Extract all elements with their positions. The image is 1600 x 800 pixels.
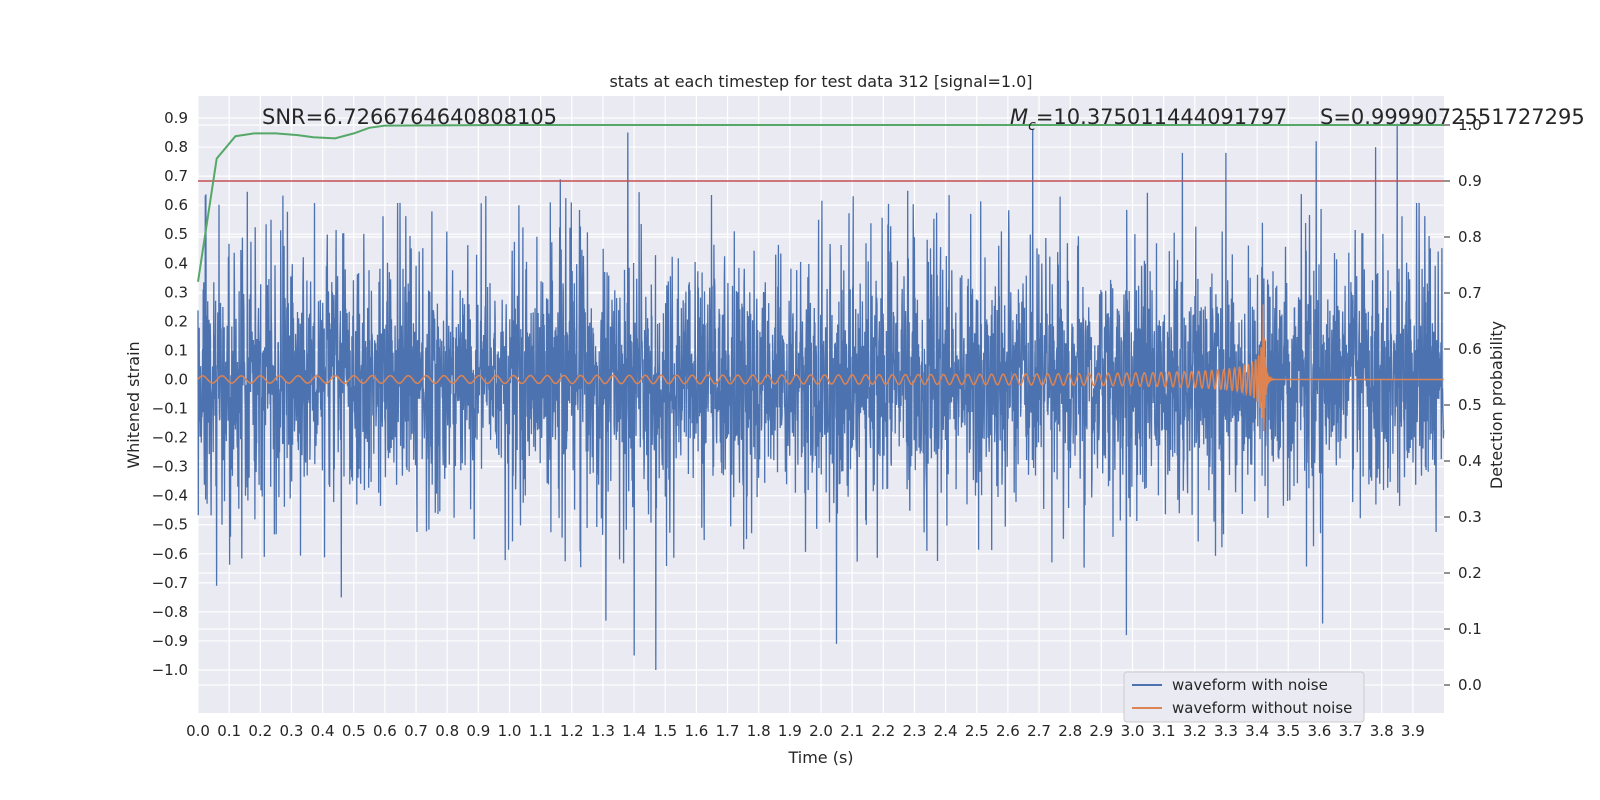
x-tick-label: 0.2 [248,722,272,740]
y-tick-label: −1.0 [152,661,188,679]
x-tick-label: 0.9 [466,722,490,740]
y-tick-label: 0.6 [164,196,188,214]
detection-probability-path [197,124,1444,282]
legend-label-noise: waveform with noise [1172,676,1328,694]
y-right-tick-label: 0.7 [1458,284,1482,302]
x-tick-label: 1.2 [560,722,584,740]
x-axis-label: Time (s) [787,748,853,767]
y-tick-label: −0.7 [152,574,188,592]
series-path-clean [197,304,1444,432]
x-tick-label: 3.7 [1339,722,1363,740]
mc-value: =10.375011444091797 [1036,105,1287,129]
legend: waveform with noise waveform without noi… [1123,671,1365,723]
x-tick-label: 0.3 [280,722,304,740]
x-tick-label: 2.2 [871,722,895,740]
x-tick-label: 1.8 [747,722,771,740]
series-waveform-with-noise [197,123,1445,671]
detection-probability-line [197,124,1444,282]
y-tick-label: −0.5 [152,516,188,534]
y-tick-label: −0.9 [152,632,188,650]
y-tick-label: −0.2 [152,429,188,447]
x-tick-label: 0.6 [373,722,397,740]
x-tick-label: 3.6 [1307,722,1331,740]
y-right-tick-label: 1.0 [1458,116,1482,134]
x-tick-label: 2.6 [996,722,1020,740]
s-annotation: S=0.9999072551727295 [1320,105,1585,129]
x-tick-label: 3.0 [1121,722,1145,740]
x-tick-label: 2.3 [903,722,927,740]
y-right-tick-label: 0.2 [1458,564,1482,582]
svg-text:Mc=10.375011444091797: Mc=10.375011444091797 [1010,105,1287,134]
mc-subscript: c [1028,118,1036,134]
y-tick-labels: 0.9 0.8 0.7 0.6 0.5 0.4 0.3 0.2 0.1 0.0 −0.1 −0.2 −0… [152,109,188,679]
x-tick-label: 0.4 [311,722,335,740]
x-tick-label: 0.7 [404,722,428,740]
x-tick-label: 2.7 [1027,722,1051,740]
x-tick-label: 1.0 [498,722,522,740]
x-tick-label: 0.0 [186,722,210,740]
y-right-tick-label: 0.1 [1458,620,1482,638]
x-tick-label: 3.8 [1370,722,1394,740]
legend-label-clean: waveform without noise [1172,699,1352,717]
chart-title: stats at each timestep for test data 312… [609,72,1032,91]
y-right-axis-label: Detection probability [1487,321,1506,489]
y-right-tick-label: 0.8 [1458,228,1482,246]
x-tick-label: 2.1 [840,722,864,740]
x-tick-label: 3.3 [1214,722,1238,740]
x-tick-label: 2.9 [1089,722,1113,740]
x-tick-label: 0.1 [217,722,241,740]
x-tick-label: 2.8 [1058,722,1082,740]
y-tick-label: 0.2 [164,312,188,330]
y-tick-label: 0.5 [164,225,188,243]
y-right-tick-label: 0.3 [1458,508,1482,526]
y-tick-label: −0.6 [152,545,188,563]
y-tick-label: 0.1 [164,341,188,359]
y-tick-label: −0.3 [152,458,188,476]
snr-annotation: SNR=6.7266764640808105 [262,105,557,129]
x-tick-label: 1.6 [684,722,708,740]
y-right-tick-label: 0.0 [1458,676,1482,694]
x-tick-label: 2.4 [934,722,958,740]
y-tick-label: 0.4 [164,254,188,272]
mc-symbol: M [1010,105,1028,129]
legend-box [1123,671,1365,723]
y-right-tick-label: 0.6 [1458,340,1482,358]
x-tick-label: 1.1 [529,722,553,740]
x-tick-label: 3.4 [1245,722,1269,740]
y-tick-label: −0.4 [152,487,188,505]
x-tick-label: 1.3 [591,722,615,740]
x-tick-label: 1.5 [653,722,677,740]
x-tick-label: 2.0 [809,722,833,740]
x-tick-label: 3.2 [1183,722,1207,740]
x-tick-label: 1.7 [716,722,740,740]
y-tick-label: 0.9 [164,109,188,127]
y-right-tick-label: 0.5 [1458,396,1482,414]
y-tick-label: 0.7 [164,167,188,185]
y-right-tick-label: 0.9 [1458,172,1482,190]
y-right-tick-labels: 1.0 0.9 0.8 0.7 0.6 0.5 0.4 0.3 0.2 0.1 0.0 [1444,116,1482,694]
x-tick-labels: 0.0 0.1 0.2 0.3 0.4 0.5 0.6 0.7 0.8 0.9 1.0 1.1 1.2 1… [186,722,1425,740]
x-tick-label: 3.5 [1276,722,1300,740]
series-path-noise [197,123,1445,671]
chirp-mass-annotation: Mc=10.375011444091797 [1010,105,1287,134]
y-tick-label: 0.3 [164,283,188,301]
x-tick-label: 2.5 [965,722,989,740]
y-right-tick-label: 0.4 [1458,452,1482,470]
x-tick-label: 0.8 [435,722,459,740]
x-tick-label: 0.5 [342,722,366,740]
x-tick-label: 1.4 [622,722,646,740]
y-tick-label: 0.0 [164,370,188,388]
y-axis-label: Whitened strain [124,341,143,468]
y-tick-label: −0.1 [152,400,188,418]
y-tick-label: −0.8 [152,603,188,621]
x-tick-label: 3.9 [1401,722,1425,740]
series-waveform-without-noise [197,304,1444,432]
x-tick-label: 1.9 [778,722,802,740]
x-tick-label: 3.1 [1152,722,1176,740]
y-tick-label: 0.8 [164,138,188,156]
